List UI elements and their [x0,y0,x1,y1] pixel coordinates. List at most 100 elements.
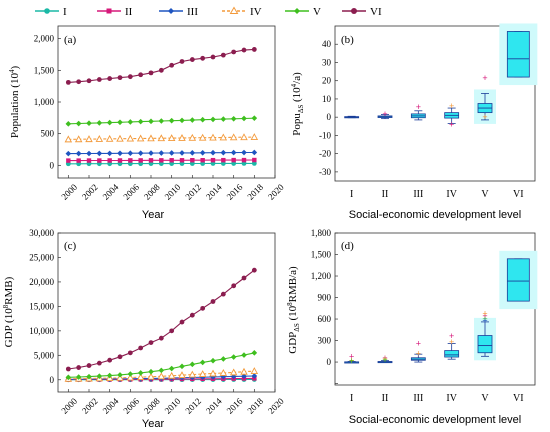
panel-b-ylabel-sub: ΔS [297,105,305,114]
panel-b-x-tick-label-4: V [481,189,489,200]
panel-c-x-tick-label-1: 2002 [80,396,100,416]
panel-d-boxes: +++ +++++++++++ [344,250,538,366]
panel-a-series-2-point-5 [117,150,123,157]
panel-a-series-4-point-7 [137,118,144,125]
panel-a-series-2-point-3 [96,150,103,157]
panel-d-y-tick-label-1: 0 [327,357,332,367]
panel-a-series-4-point-5 [117,119,123,126]
panel-c-gdp: (c) GDP (108RMB) Year 2000 2002 2004 2006 20… [2,228,286,430]
panel-a-x-tick-label-2: 2004 [101,182,121,202]
panel-d-outlier-4-3: + [482,315,487,325]
panel-a-series-2-point-15 [220,149,227,156]
panel-a-x-tick-label-5: 2010 [163,182,183,202]
panel-a-series-1-point-8 [148,158,154,163]
panel-a-series-1-point-16 [231,157,236,163]
panel-c-y-tick-label-3: 15,000 [29,301,54,311]
panel-c-series-5-point-13 [200,305,206,311]
legend-label-4: IV [250,6,262,18]
panel-d-x-tick-label-4: V [481,393,489,404]
panel-a-series-4-point-9 [158,118,165,124]
panel-c-series-5-point-7 [138,345,144,351]
panel-d-outlier-3-1: + [449,337,454,347]
panel-b-outlier-3-1: + [449,101,454,111]
legend-marker-1 [44,8,50,14]
panel-a-series-4-point-17 [241,115,247,122]
panel-c-series-5-point-9 [158,335,164,341]
panel-d-box-4 [477,335,493,354]
panel-d-x-tick-label-5: VI [513,393,524,404]
panel-c-series-5-point-5 [117,354,123,360]
panel-d-y-tick-label-2: 300 [318,336,332,346]
panel-c-series-5-point-4 [107,357,113,363]
panel-c-series-4-point-18 [251,350,258,356]
legend-item-4: IV [222,6,262,18]
panel-a-series-3-point-7 [136,134,145,142]
panel-c-series-4-point-11 [179,363,185,370]
panel-d-x-tick-label-1: II [382,393,389,404]
panel-c-series-4-point-2 [86,373,92,380]
panel-c-series-5-point-10 [169,328,175,334]
panel-c-series-5-point-14 [210,299,216,304]
panel-a-series-2-point-11 [179,150,185,156]
panel-a-series-5-point-8 [148,70,154,76]
panel-b-y-tick-label-5: 20 [322,76,332,86]
panel-d-y-tick-label-7: 1,800 [311,228,332,238]
panel-c-series-4-point-0 [65,374,72,381]
panel-a-x-tick-label-1: 2002 [80,182,100,202]
panel-b-y-tick-label-3: 0 [327,112,332,122]
panel-a-series-5-point-14 [210,54,216,60]
panel-a-series-1-point-12 [190,158,195,163]
panel-a-x-tick-label-9: 2018 [245,182,265,202]
panel-d-y-tick-label-4: 900 [318,293,332,303]
panel-c-x-tick-label-9: 2018 [245,396,265,416]
panel-c-series-5-point-0 [65,366,71,372]
panel-d-x-axis-title: Social-economic development level [349,414,521,426]
panel-d-y-tick-label-6: 1,500 [311,250,332,260]
panel-a-series-1-point-0 [66,158,71,163]
panel-c-x-tick-label-4: 2008 [142,396,162,416]
panel-a-series-3-point-9 [157,134,166,142]
panel-b-x-tick-label-1: II [382,189,389,200]
panel-a-series-3-point-0 [64,135,73,143]
panel-c-y-tick-label-1: 5,000 [34,350,55,360]
panel-d-outlier-4-0: + [482,311,487,321]
panel-b-x-axis-title: Social-economic development level [349,209,521,221]
panel-c-x-tick-label-3: 2006 [121,396,141,416]
panel-a-series-3-point-12 [188,133,197,141]
panel-a-x-tick-label-4: 2008 [142,182,162,202]
panel-a-series-1-point-5 [117,158,123,163]
legend-marker-4 [229,6,239,14]
panel-a-series-2-point-13 [199,149,206,156]
panel-a-ticks: 2000 2002 2004 2006 2008 2010 2012 2014 2016 2018… [34,34,286,202]
panel-d-x-tick-label-2: III [413,393,423,404]
panel-a-series-5-point-17 [241,47,247,53]
panel-c-x-tick-label-2: 2004 [101,396,121,416]
panel-c-y-tick-label-0: 0 [50,375,55,385]
panel-c-y-tick-label-6: 30,000 [29,228,54,238]
panel-c-series-3-point-16 [229,368,238,376]
panel-c-series-4-point-7 [137,370,144,376]
panel-c-series-3-point-6 [126,373,135,381]
panel-a-series-2-point-6 [127,150,134,157]
panel-d-outlier-4-1: + [482,308,487,318]
panel-a-series-4-point-6 [127,119,134,125]
panel-c-series-5-point-6 [127,350,133,356]
panel-c-series-3-point-8 [147,372,155,380]
panel-c-series-3-point-7 [136,373,145,381]
panel-c-series-4-point-5 [117,372,123,378]
panel-d-outlier-1-1: + [382,354,387,364]
panel-c-series-5-point-18 [251,267,257,273]
panel-b-y-tick-label-2: -10 [319,130,331,140]
panel-b-outlier-2-0: + [416,102,421,112]
panel-b-outlier-4-0: + [482,73,487,83]
panel-b-frame [334,25,536,182]
panel-c-series-4-point-6 [127,371,134,377]
panel-c-ticks: 2000 2002 2004 2006 2008 2010 2012 2014 2016 2018… [29,228,286,416]
panel-a-series-2-point-12 [189,150,196,156]
panel-c-series-5-point-17 [241,275,247,281]
panel-c-series-2-point-18 [251,373,258,379]
panel-c-x-tick-label-6: 2012 [183,396,203,416]
panel-a-series-4-point-12 [189,117,196,123]
panel-b-box-5 [506,31,530,78]
